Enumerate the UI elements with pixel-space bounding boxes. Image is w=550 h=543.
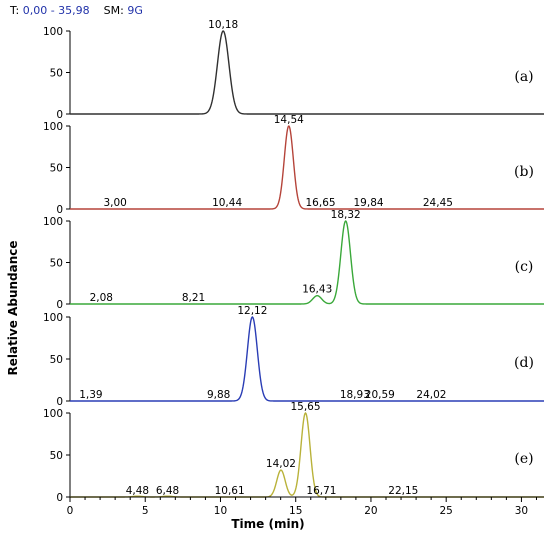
chromatogram-trace: [70, 316, 544, 402]
y-tick-label: 0: [56, 109, 63, 121]
panel-label: (e): [514, 451, 533, 467]
peak-label: 18,32: [331, 209, 361, 221]
peak-label: 16,65: [306, 197, 336, 209]
peak-label: 3,00: [103, 197, 126, 209]
y-tick-label: 0: [56, 204, 63, 216]
peak-label: 22,15: [388, 485, 418, 497]
peak-label: 14,02: [266, 458, 296, 470]
x-tick-label: 20: [364, 505, 377, 517]
scan-header: T: 0,00 - 35,98 SM: 9G: [10, 4, 143, 17]
panel-label: (b): [514, 164, 534, 180]
y-tick-label: 50: [50, 163, 63, 175]
peak-label: 20,59: [365, 389, 395, 401]
peak-label: 18,93: [340, 389, 370, 401]
chromatogram-panel: 0 50 100 3,00 10,44 14,54 16,65 19,84 24,45 (b): [43, 114, 544, 216]
peak-label: 24,45: [423, 197, 453, 209]
smoothing-value: 9G: [127, 4, 143, 17]
chromatogram-panel: 0 50 100 10,18 (a): [43, 19, 544, 121]
peak-label: 15,65: [290, 401, 320, 413]
peak-label: 10,61: [215, 485, 245, 497]
x-tick-label: 0: [67, 505, 74, 517]
peak-label: 24,02: [416, 389, 446, 401]
peak-label: 19,84: [354, 197, 384, 209]
chromatogram-panel: 0 50 100 2,08 8,21 16,43 18,32 (c): [43, 209, 544, 311]
peak-label: 10,18: [208, 19, 238, 31]
y-tick-label: 100: [43, 121, 63, 133]
smoothing-label: SM:: [103, 4, 124, 17]
peak-label: 1,39: [79, 389, 102, 401]
x-tick-label: 25: [440, 505, 453, 517]
x-tick-label: 5: [142, 505, 149, 517]
peak-label: 10,44: [212, 197, 242, 209]
x-tick-label: 10: [214, 505, 227, 517]
chromatogram-panel: 0 50 100 4,48 6,48 10,61 14,02 15,65 16,71 22,15 (…: [43, 401, 544, 504]
y-tick-label: 0: [56, 299, 63, 311]
panel-label: (c): [515, 259, 534, 275]
chromatogram-trace: [70, 220, 544, 305]
chromatogram-trace: [70, 30, 544, 115]
panel-label: (a): [514, 69, 533, 85]
y-axis-title: Relative Abundance: [6, 240, 20, 375]
y-tick-label: 50: [50, 68, 63, 80]
y-tick-label: 50: [50, 258, 63, 270]
peak-label: 2,08: [90, 292, 113, 304]
peak-label: 16,43: [302, 284, 332, 296]
y-tick-label: 100: [43, 408, 63, 420]
time-range-label: T:: [10, 4, 20, 17]
x-tick-label: 30: [515, 505, 528, 517]
time-axis: 0 5 10 15 20 25 30: [67, 496, 544, 517]
peak-label: 16,71: [306, 485, 336, 497]
y-tick-label: 100: [43, 312, 63, 324]
y-tick-label: 50: [50, 354, 63, 366]
panel-label: (d): [514, 355, 534, 371]
y-tick-label: 50: [50, 450, 63, 462]
y-tick-label: 100: [43, 26, 63, 38]
chromatogram-trace: [70, 125, 544, 210]
x-axis-title: Time (min): [231, 517, 304, 531]
peak-label: 8,21: [182, 292, 205, 304]
y-tick-label: 100: [43, 216, 63, 228]
time-range-value: 0,00 - 35,98: [22, 4, 90, 17]
peak-label: 4,48: [126, 485, 149, 497]
peak-label: 6,48: [156, 485, 179, 497]
peak-label: 14,54: [274, 114, 304, 126]
peak-label: 12,12: [237, 305, 267, 317]
y-tick-label: 0: [56, 396, 63, 408]
y-tick-label: 0: [56, 492, 63, 504]
peak-label: 9,88: [207, 389, 230, 401]
x-tick-label: 15: [289, 505, 302, 517]
